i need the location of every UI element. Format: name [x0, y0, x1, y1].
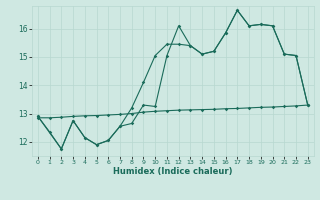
X-axis label: Humidex (Indice chaleur): Humidex (Indice chaleur)	[113, 167, 233, 176]
